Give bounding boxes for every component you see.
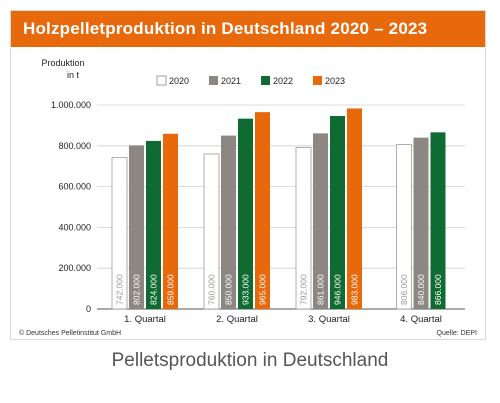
x-tick-label: 4. Quartal (400, 314, 442, 325)
data-label-2021-q2: 850.000 (224, 274, 234, 305)
chart-title: Holzpelletproduktion in Deutschland 2020… (11, 11, 485, 47)
y-tick-label: 400.000 (58, 222, 91, 232)
data-label-2022-q1: 824.000 (149, 274, 159, 305)
data-label-2020-q4: 806.000 (399, 274, 409, 305)
data-label-2020-q2: 760.000 (207, 274, 217, 305)
legend-label-2020: 2020 (169, 76, 189, 86)
chart-plot: Produktion in t 0 200.000 400.000 600.000 800.… (11, 47, 486, 340)
legend-swatch-2021 (209, 76, 218, 85)
y-tick-label: 800.000 (58, 141, 91, 151)
x-tick-label: 2. Quartal (216, 314, 258, 325)
data-label-2021-q4: 840.000 (416, 274, 426, 305)
legend-label-2021: 2021 (221, 76, 241, 86)
footer-copyright: © Deutsches Pelletinstitut GmbH (19, 329, 121, 337)
y-axis-label: Produktion in t (41, 58, 84, 80)
data-label-2022-q2: 933.000 (241, 274, 251, 305)
y-axis-label-line-1: Produktion (41, 58, 84, 68)
y-tick-label: 600.000 (58, 182, 91, 192)
x-tick-label: 3. Quartal (308, 314, 350, 325)
legend-swatch-2022 (261, 76, 270, 85)
y-axis-label-line-2: in t (67, 70, 80, 80)
data-label-2021-q1: 802.000 (132, 274, 142, 305)
data-label-2022-q4: 866.000 (433, 274, 443, 305)
y-tick-label: 200.000 (58, 263, 91, 273)
footer-source: Quelle: DEPI (437, 330, 478, 337)
y-tick-label: 1.000.000 (51, 100, 91, 110)
image-caption: Pelletsproduktion in Deutschland (0, 350, 500, 372)
data-label-2023-q1: 859.000 (166, 274, 176, 305)
data-label-2020-q1: 742.000 (115, 274, 125, 305)
data-label-2023-q2: 965.000 (258, 274, 268, 305)
x-tick-label: 1. Quartal (124, 314, 166, 325)
data-label-2021-q3: 861.000 (316, 274, 326, 305)
data-label-2023-q3: 983.000 (350, 274, 360, 305)
legend-label-2022: 2022 (273, 76, 293, 86)
data-label-2020-q3: 792.000 (299, 274, 309, 305)
y-tick-label: 0 (86, 304, 91, 314)
chart-figure: Holzpelletproduktion in Deutschland 2020… (10, 10, 486, 340)
legend-swatch-2020 (157, 76, 166, 85)
legend-swatch-2023 (313, 76, 322, 85)
legend-label-2023: 2023 (325, 76, 345, 86)
data-label-2022-q3: 946.000 (333, 274, 343, 305)
